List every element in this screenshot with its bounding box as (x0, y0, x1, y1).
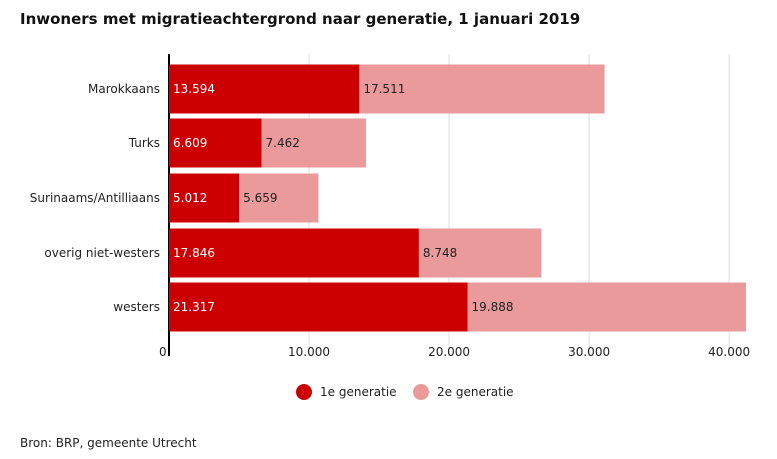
bar-gen1 (169, 282, 468, 332)
source-note: Bron: BRP, gemeente Utrecht (20, 436, 197, 450)
legend-marker (413, 384, 429, 400)
bars (169, 64, 746, 332)
data-label: 17.846 (173, 246, 215, 260)
x-tick-label: 40.000 (708, 345, 750, 359)
x-tick-label: 30.000 (568, 345, 610, 359)
x-tick-label: 0 (159, 345, 167, 359)
bar-gen2 (418, 228, 542, 278)
bar-gen2 (359, 64, 605, 114)
data-label: 13.594 (173, 82, 215, 96)
x-tick-label: 10.000 (288, 345, 330, 359)
data-label: 17.511 (363, 82, 405, 96)
category-label: Marokkaans (88, 82, 160, 96)
chart-title: Inwoners met migratieachtergrond naar ge… (20, 10, 581, 28)
category-label: Turks (128, 136, 160, 150)
bar-gen1 (169, 228, 419, 278)
data-labels: 13.594 17.511 6.609 7.462 5.012 5.659 17.846 8.… (173, 82, 514, 314)
data-label: 7.462 (266, 136, 300, 150)
legend-marker (296, 384, 312, 400)
bar-gen2 (239, 173, 319, 223)
data-label: 6.609 (173, 136, 207, 150)
data-label: 8.748 (423, 246, 457, 260)
x-axis-ticks: 0 10.000 20.000 30.000 40.000 (159, 345, 750, 359)
data-label: 21.317 (173, 300, 215, 314)
bar-gen2 (261, 118, 367, 168)
bar-gen1 (169, 64, 360, 114)
data-label: 5.012 (173, 191, 207, 205)
category-label: Surinaams/Antilliaans (30, 191, 160, 205)
legend: 1e generatie 2e generatie (296, 384, 514, 400)
bar-gen1 (169, 173, 240, 223)
bar-gen2 (467, 282, 746, 332)
legend-label: 2e generatie (437, 385, 514, 399)
x-tick-label: 20.000 (428, 345, 470, 359)
legend-label: 1e generatie (320, 385, 397, 399)
category-labels: Marokkaans Turks Surinaams/Antilliaans over… (30, 82, 160, 314)
data-label: 5.659 (243, 191, 277, 205)
stacked-bar-chart: 13.594 17.511 6.609 7.462 5.012 5.659 17.846 8.… (30, 54, 750, 400)
bar-gen1 (169, 118, 262, 168)
data-label: 19.888 (472, 300, 514, 314)
category-label: westers (113, 300, 160, 314)
category-label: overig niet-westers (44, 246, 160, 260)
